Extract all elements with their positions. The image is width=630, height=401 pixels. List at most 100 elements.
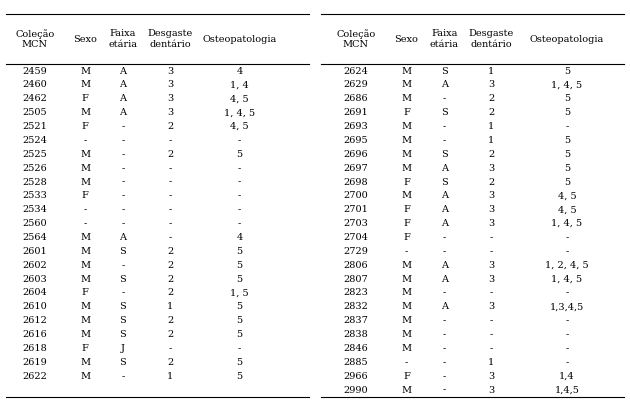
- Text: 2846: 2846: [343, 344, 369, 353]
- Text: -: -: [442, 316, 446, 325]
- Text: A: A: [440, 302, 448, 311]
- Text: 1,4: 1,4: [559, 372, 575, 381]
- Text: S: S: [120, 275, 126, 284]
- Text: Desgaste
dentário: Desgaste dentário: [469, 29, 514, 49]
- Text: 3: 3: [167, 94, 173, 103]
- Text: 2701: 2701: [343, 205, 369, 214]
- Text: 1: 1: [488, 136, 495, 145]
- Text: 5: 5: [564, 108, 570, 117]
- Text: -: -: [490, 330, 493, 339]
- Text: 5: 5: [236, 247, 243, 256]
- Text: 5: 5: [236, 358, 243, 367]
- Text: 2: 2: [167, 122, 173, 131]
- Text: 2602: 2602: [22, 261, 47, 270]
- Text: F: F: [403, 178, 410, 186]
- Text: 1: 1: [167, 302, 173, 311]
- Text: -: -: [121, 372, 125, 381]
- Text: M: M: [80, 150, 90, 159]
- Text: 2629: 2629: [343, 81, 369, 89]
- Text: 2460: 2460: [22, 81, 47, 89]
- Text: 2: 2: [167, 358, 173, 367]
- Text: Faixa
etária: Faixa etária: [108, 29, 137, 49]
- Text: 4, 5: 4, 5: [230, 94, 249, 103]
- Text: 2603: 2603: [22, 275, 47, 284]
- Text: 3: 3: [488, 219, 495, 228]
- Text: 5: 5: [236, 316, 243, 325]
- Text: F: F: [82, 94, 88, 103]
- Text: -: -: [121, 150, 125, 159]
- Text: 1: 1: [488, 358, 495, 367]
- Text: -: -: [442, 94, 446, 103]
- Text: 2604: 2604: [22, 288, 47, 298]
- Text: A: A: [119, 108, 127, 117]
- Text: 1,3,4,5: 1,3,4,5: [550, 302, 584, 311]
- Text: -: -: [168, 191, 172, 200]
- Text: -: -: [565, 233, 569, 242]
- Text: 2729: 2729: [343, 247, 369, 256]
- Text: 1,4,5: 1,4,5: [554, 385, 580, 395]
- Text: M: M: [80, 330, 90, 339]
- Text: Osteopatologia: Osteopatologia: [530, 34, 604, 44]
- Text: S: S: [441, 108, 447, 117]
- Text: 5: 5: [564, 136, 570, 145]
- Text: 4, 5: 4, 5: [558, 191, 576, 200]
- Text: -: -: [442, 122, 446, 131]
- Text: J: J: [121, 344, 125, 353]
- Text: -: -: [565, 358, 569, 367]
- Text: -: -: [121, 261, 125, 270]
- Text: 1, 4, 5: 1, 4, 5: [551, 81, 583, 89]
- Text: Coleção
MCN: Coleção MCN: [15, 29, 54, 49]
- Text: 2: 2: [167, 150, 173, 159]
- Text: 2534: 2534: [22, 205, 47, 214]
- Text: -: -: [404, 358, 408, 367]
- Text: M: M: [80, 81, 90, 89]
- Text: 2: 2: [488, 94, 495, 103]
- Text: -: -: [238, 205, 241, 214]
- Text: M: M: [80, 372, 90, 381]
- Text: -: -: [83, 136, 87, 145]
- Text: -: -: [442, 372, 446, 381]
- Text: 5: 5: [236, 302, 243, 311]
- Text: 3: 3: [488, 275, 495, 284]
- Text: 2610: 2610: [22, 302, 47, 311]
- Text: 2: 2: [167, 288, 173, 298]
- Text: 1, 2, 4, 5: 1, 2, 4, 5: [545, 261, 589, 270]
- Text: 1: 1: [488, 122, 495, 131]
- Text: -: -: [565, 122, 569, 131]
- Text: -: -: [442, 247, 446, 256]
- Text: -: -: [83, 219, 87, 228]
- Text: 2691: 2691: [343, 108, 369, 117]
- Text: Faixa
etária: Faixa etária: [430, 29, 459, 49]
- Text: S: S: [120, 302, 126, 311]
- Text: S: S: [441, 150, 447, 159]
- Text: -: -: [238, 219, 241, 228]
- Text: M: M: [80, 316, 90, 325]
- Text: M: M: [401, 150, 411, 159]
- Text: M: M: [401, 164, 411, 173]
- Text: 5: 5: [236, 261, 243, 270]
- Text: F: F: [82, 344, 88, 353]
- Text: M: M: [401, 67, 411, 76]
- Text: 2704: 2704: [343, 233, 369, 242]
- Text: 2806: 2806: [343, 261, 369, 270]
- Text: -: -: [168, 178, 172, 186]
- Text: 5: 5: [564, 67, 570, 76]
- Text: -: -: [238, 178, 241, 186]
- Text: S: S: [120, 358, 126, 367]
- Text: S: S: [120, 330, 126, 339]
- Text: 2: 2: [167, 247, 173, 256]
- Text: 3: 3: [488, 81, 495, 89]
- Text: 1: 1: [488, 67, 495, 76]
- Text: S: S: [441, 67, 447, 76]
- Text: -: -: [490, 316, 493, 325]
- Text: M: M: [401, 344, 411, 353]
- Text: 5: 5: [564, 178, 570, 186]
- Text: 2838: 2838: [343, 330, 369, 339]
- Text: S: S: [120, 247, 126, 256]
- Text: A: A: [119, 233, 127, 242]
- Text: M: M: [80, 67, 90, 76]
- Text: -: -: [442, 233, 446, 242]
- Text: -: -: [238, 136, 241, 145]
- Text: 4, 5: 4, 5: [558, 205, 576, 214]
- Text: -: -: [121, 136, 125, 145]
